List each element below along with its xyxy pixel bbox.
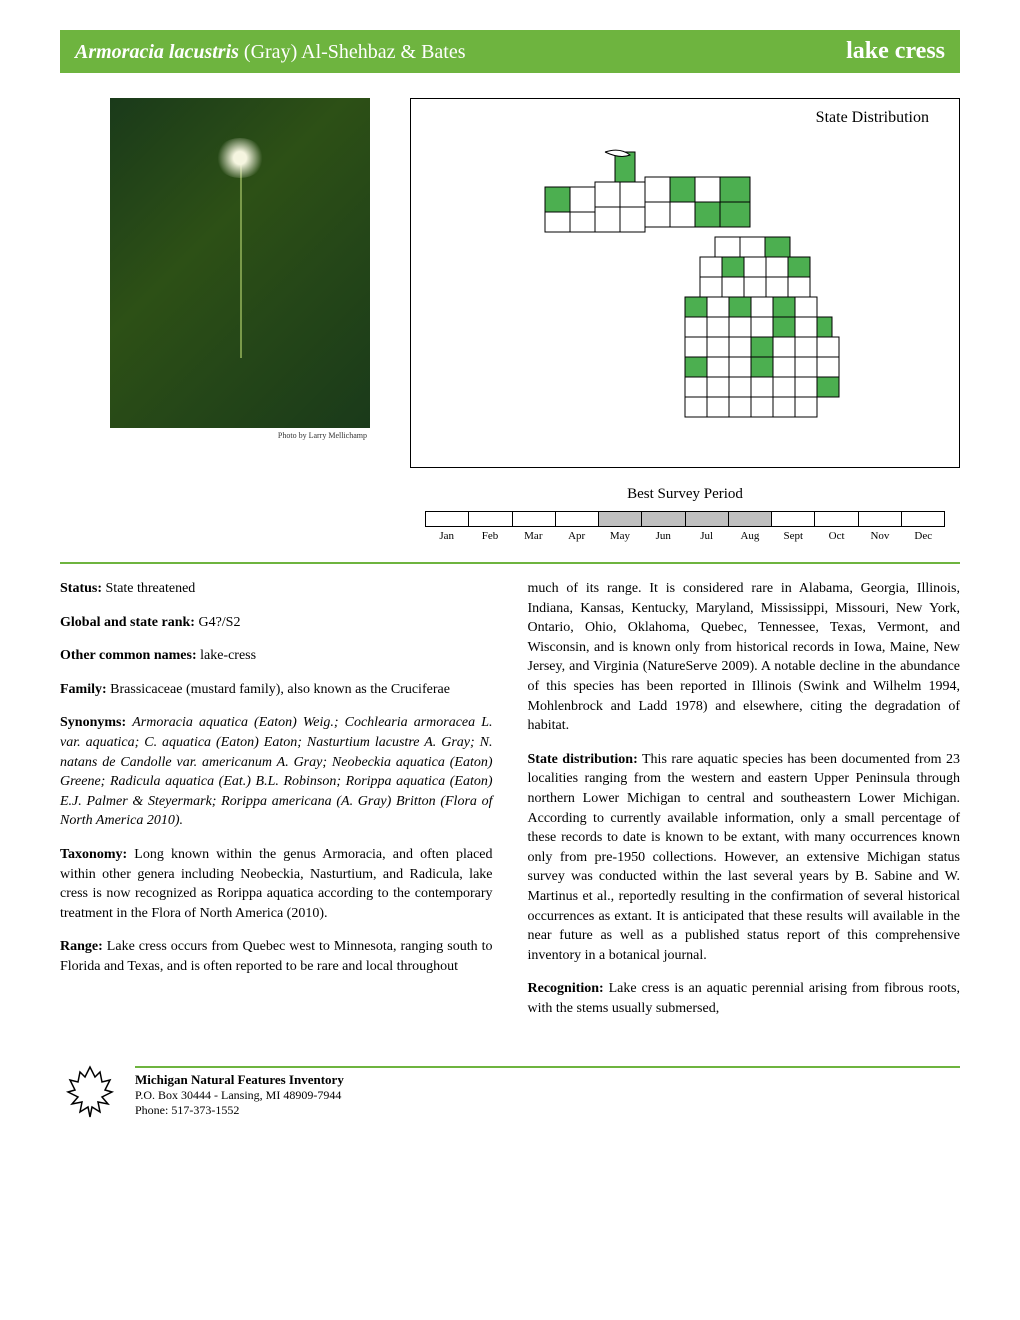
header-left: Armoracia lacustris (Gray) Al-Shehbaz & … — [75, 41, 466, 64]
synonyms-field: Synonyms: Armoracia aquatica (Eaton) Wei… — [60, 713, 493, 831]
other-names-field: Other common names: lake-cress — [60, 646, 493, 666]
survey-cell-jan — [426, 512, 469, 526]
michigan-map — [421, 132, 949, 442]
content-columns: Status: State threatened Global and stat… — [60, 579, 960, 1032]
common-name: lake cress — [846, 38, 945, 65]
survey-cell-aug — [729, 512, 772, 526]
state-dist-field: State distribution: This rare aquatic sp… — [528, 750, 961, 966]
range-continued: much of its range. It is considered rare… — [528, 579, 961, 736]
survey-cell-feb — [469, 512, 512, 526]
right-column: much of its range. It is considered rare… — [528, 579, 961, 1032]
survey-cell-sept — [772, 512, 815, 526]
footer-text: Michigan Natural Features Inventory P.O.… — [135, 1066, 960, 1118]
photo-credit: Photo by Larry Mellichamp — [110, 428, 370, 443]
species-header: Armoracia lacustris (Gray) Al-Shehbaz & … — [60, 30, 960, 73]
footer-org: Michigan Natural Features Inventory — [135, 1072, 960, 1088]
footer-address: P.O. Box 30444 - Lansing, MI 48909-7944 — [135, 1088, 960, 1103]
distribution-map-box: State Distribution — [410, 98, 960, 468]
survey-labels: Jan Feb Mar Apr May Jun Jul Aug Sept Oct… — [425, 530, 945, 542]
survey-title: Best Survey Period — [410, 486, 960, 503]
taxonomy-field: Taxonomy: Long known within the genus Ar… — [60, 845, 493, 923]
survey-cell-oct — [815, 512, 858, 526]
footer: Michigan Natural Features Inventory P.O.… — [60, 1062, 960, 1122]
photo-column: Photo by Larry Mellichamp — [60, 98, 370, 542]
survey-cell-jul — [686, 512, 729, 526]
left-column: Status: State threatened Global and stat… — [60, 579, 493, 1032]
recognition-field: Recognition: Lake cress is an aquatic pe… — [528, 979, 961, 1018]
status-field: Status: State threatened — [60, 579, 493, 599]
survey-cell-dec — [902, 512, 944, 526]
range-field: Range: Lake cress occurs from Quebec wes… — [60, 937, 493, 976]
section-divider — [60, 562, 960, 564]
survey-cell-jun — [642, 512, 685, 526]
rank-field: Global and state rank: G4?/S2 — [60, 613, 493, 633]
footer-divider — [135, 1066, 960, 1068]
survey-cell-apr — [556, 512, 599, 526]
species-photo — [110, 98, 370, 428]
map-title: State Distribution — [421, 109, 949, 127]
map-column: State Distribution — [410, 98, 960, 542]
footer-logo — [60, 1062, 120, 1122]
footer-phone: Phone: 517-373-1552 — [135, 1103, 960, 1118]
scientific-name: Armoracia lacustris — [75, 41, 239, 63]
state-map-svg — [505, 137, 865, 437]
top-section: Photo by Larry Mellichamp State Distribu… — [60, 98, 960, 542]
survey-cell-mar — [513, 512, 556, 526]
family-field: Family: Brassicaceae (mustard family), a… — [60, 680, 493, 700]
survey-bar — [425, 511, 945, 527]
survey-cell-nov — [859, 512, 902, 526]
survey-cell-may — [599, 512, 642, 526]
